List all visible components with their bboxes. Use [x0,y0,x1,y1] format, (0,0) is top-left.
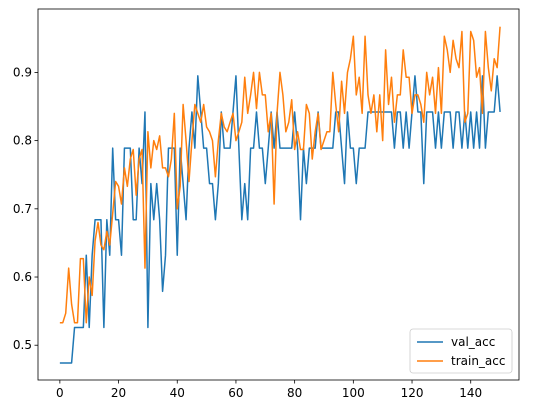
series-line-train-acc [59,26,501,324]
y-tick-label: 0.8 [13,134,32,148]
axes-border [37,8,520,381]
x-tick-label: 100 [342,386,365,400]
x-tick-label: 20 [111,386,126,400]
y-tick-label: 0.7 [13,202,32,216]
y-axis: 0.5 0.6 0.7 0.8 0.9 [13,65,38,352]
x-tick-label: 40 [170,386,185,400]
legend-box [409,328,513,374]
legend-label-val-acc: val_acc [451,335,495,349]
y-tick-label: 0.6 [13,270,32,284]
y-tick-label: 0.9 [13,65,32,79]
series-line-val-acc [59,75,501,364]
x-tick-label: 0 [56,386,64,400]
x-tick-label: 120 [401,386,424,400]
x-tick-label: 60 [228,386,243,400]
plot-area [59,26,501,364]
x-tick-label: 80 [287,386,302,400]
legend: val_acc train_acc [409,328,513,374]
x-axis: 0 20 40 60 80 100 120 140 [56,380,482,400]
legend-label-train-acc: train_acc [451,354,505,368]
y-tick-label: 0.5 [13,338,32,352]
x-tick-label: 140 [459,386,482,400]
axes-frame [37,8,520,381]
